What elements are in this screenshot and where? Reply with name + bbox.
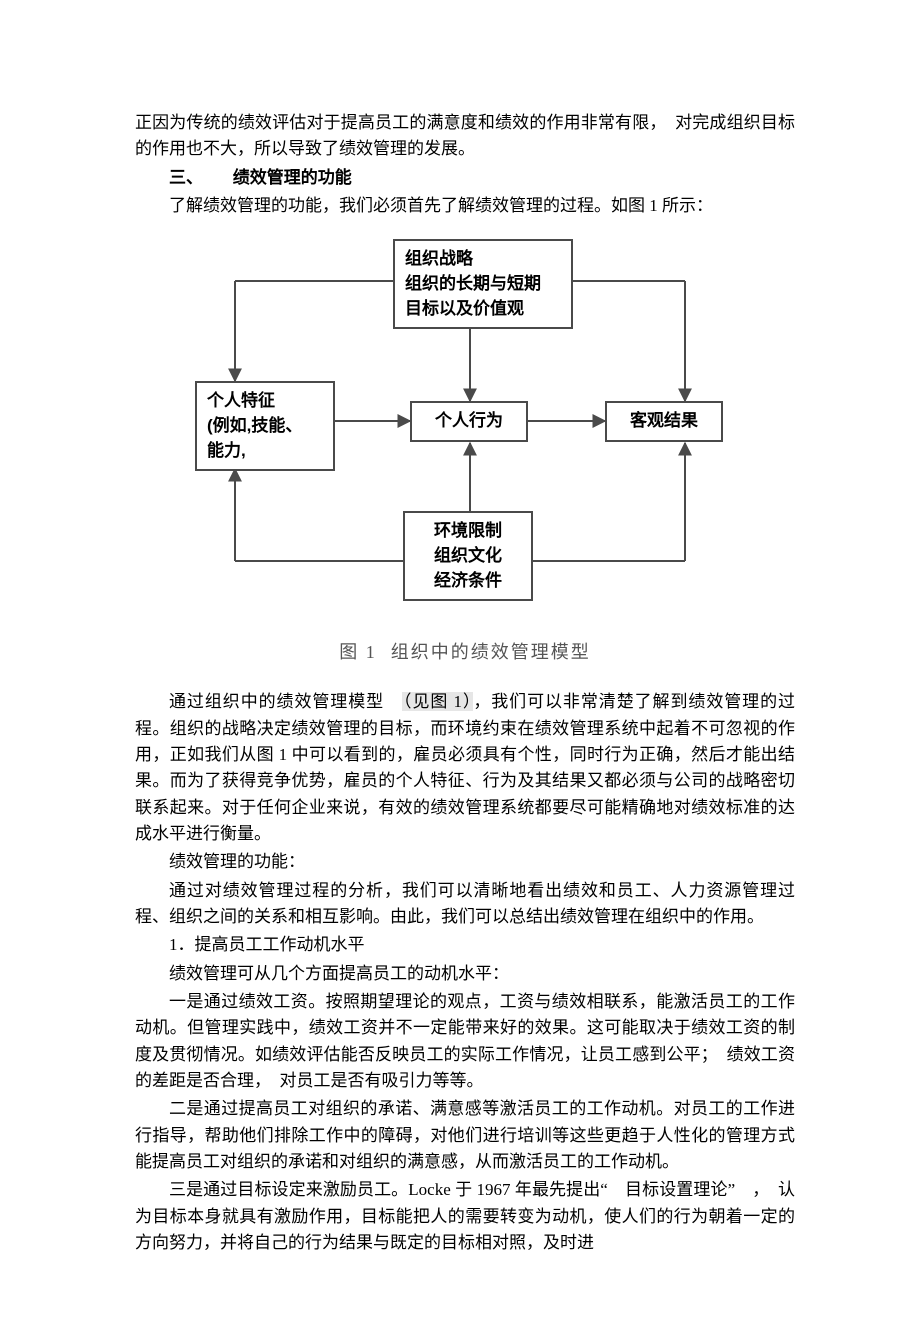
body-p6: 绩效管理可从几个方面提高员工的动机水平： <box>135 961 795 987</box>
p2-part-b: ，我们可以非常清楚了解到绩效管理的过程。组织的战略决定绩效管理的目标，而环境约束… <box>135 692 795 843</box>
diagram-node-right: 客观结果 <box>605 401 723 442</box>
body-p3: 绩效管理的功能： <box>135 849 795 875</box>
performance-model-diagram: 组织战略 组织的长期与短期 目标以及价值观 个人特征 (例如,技能、 能力, 个… <box>185 231 745 631</box>
diagram-node-left: 个人特征 (例如,技能、 能力, <box>195 381 335 471</box>
diagram-node-bottom: 环境限制 组织文化 经济条件 <box>403 511 533 601</box>
body-p5: 1．提高员工工作动机水平 <box>135 932 795 958</box>
diagram-node-center: 个人行为 <box>410 401 528 442</box>
body-p8: 二是通过提高员工对组织的承诺、满意感等激活员工的工作动机。对员工的工作进行指导，… <box>135 1096 795 1175</box>
intro-paragraph: 正因为传统的绩效评估对于提高员工的满意度和绩效的作用非常有限， 对完成组织目标的… <box>135 110 795 163</box>
section-number: 三、 <box>169 168 203 187</box>
section-3-heading: 三、 绩效管理的功能 <box>135 165 795 191</box>
diagram-caption: 图 1 组织中的绩效管理模型 <box>135 639 795 667</box>
caption-text: 组织中的绩效管理模型 <box>391 642 591 662</box>
figure-reference: （见图 1） <box>402 692 473 711</box>
body-p4: 通过对绩效管理过程的分析，我们可以清晰地看出绩效和员工、人力资源管理过程、组织之… <box>135 878 795 931</box>
diagram-node-top: 组织战略 组织的长期与短期 目标以及价值观 <box>393 239 573 329</box>
body-p9: 三是通过目标设定来激励员工。Locke 于 1967 年最先提出“ 目标设置理论… <box>135 1177 795 1256</box>
body-p7: 一是通过绩效工资。按照期望理论的观点，工资与绩效相联系，能激活员工的工作动机。但… <box>135 989 795 1094</box>
body-p2: 通过组织中的绩效管理模型 （见图 1），我们可以非常清楚了解到绩效管理的过程。组… <box>135 689 795 847</box>
document-page: 正因为传统的绩效评估对于提高员工的满意度和绩效的作用非常有限， 对完成组织目标的… <box>0 0 920 1318</box>
section-title: 绩效管理的功能 <box>233 168 352 187</box>
caption-number: 图 1 <box>339 642 377 662</box>
section-3-lead: 了解绩效管理的功能，我们必须首先了解绩效管理的过程。如图 1 所示： <box>135 193 795 219</box>
p2-part-a: 通过组织中的绩效管理模型 <box>169 692 402 711</box>
